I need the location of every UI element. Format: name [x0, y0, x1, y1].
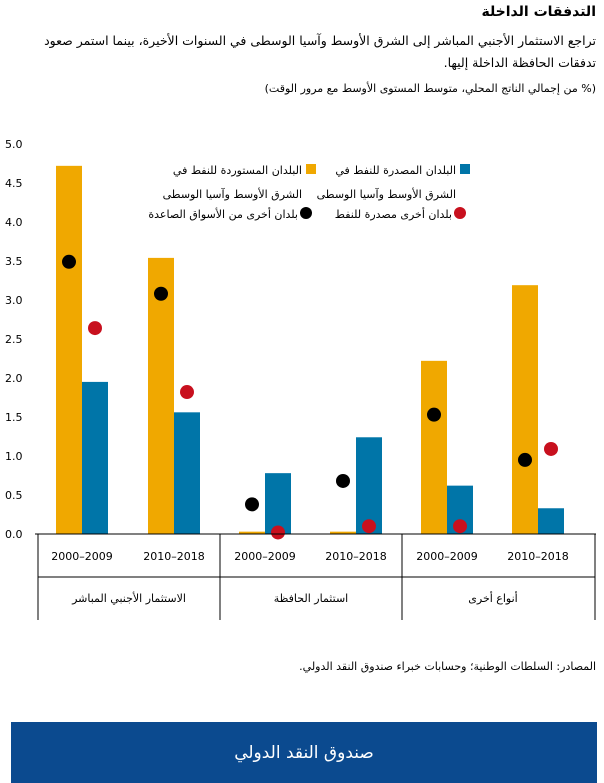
blue-bar — [538, 508, 564, 534]
orange-bar — [512, 285, 538, 534]
group-label: استثمار الحافظة — [274, 592, 348, 605]
x-tick-label: 2000–2009 — [51, 550, 113, 563]
red-dot — [362, 519, 376, 534]
legend-label: بلدان أخرى مصدرة للنفط — [335, 207, 452, 221]
legend-swatch — [460, 164, 470, 174]
black-dot — [62, 254, 76, 269]
x-tick-label: 2010–2018 — [507, 550, 569, 563]
chart-subtitle: تراجع الاستثمار الأجنبي المباشر إلى الشر… — [44, 33, 596, 70]
black-dot — [336, 473, 350, 488]
legend-label: البلدان المصدرة للنفط في — [335, 164, 456, 177]
black-dot — [154, 286, 168, 301]
y-tick-label: 3.0 — [5, 294, 23, 307]
red-dot — [271, 525, 285, 540]
y-tick-label: 1.0 — [5, 450, 23, 463]
y-tick-label: 3.5 — [5, 255, 23, 268]
blue-bar — [174, 412, 200, 534]
y-tick-label: 0.0 — [5, 528, 23, 541]
blue-bar — [356, 437, 382, 534]
orange-bar — [56, 165, 82, 534]
y-tick-label: 4.5 — [5, 177, 23, 190]
blue-bar — [82, 381, 108, 534]
legend-label: الشرق الأوسط وآسيا الوسطى — [317, 187, 456, 201]
x-tick-label: 2010–2018 — [143, 550, 205, 563]
black-dot — [245, 497, 259, 512]
legend-label: بلدان أخرى من الأسواق الصاعدة — [148, 207, 298, 221]
red-dot — [180, 385, 194, 400]
x-tick-label: 2000–2009 — [234, 550, 296, 563]
bar-chart: 0.0 0.5 1.0 1.5 2.0 2.5 3.0 3.5 4.0 4.5 5.0 2000–20… — [5, 138, 596, 620]
red-dot — [544, 441, 558, 456]
y-tick-label: 5.0 — [5, 138, 23, 151]
y-tick-label: 2.0 — [5, 372, 23, 385]
blue-bar — [265, 473, 291, 534]
group-label: الاستثمار الأجنبي المباشر — [71, 591, 186, 605]
imf-banner[interactable]: صندوق النقد الدولي — [11, 722, 597, 783]
legend-marker — [300, 207, 312, 219]
orange-bar — [330, 531, 356, 534]
y-tick-label: 2.5 — [5, 333, 23, 346]
legend-marker — [454, 207, 466, 219]
unit-label: (% من إجمالي الناتج المحلي، متوسط المستو… — [264, 82, 596, 95]
x-tick-label: 2010–2018 — [325, 550, 387, 563]
source-note: المصادر: السلطات الوطنية؛ وحسابات خبراء … — [299, 660, 596, 673]
y-tick-label: 4.0 — [5, 216, 23, 229]
orange-bar — [239, 531, 265, 534]
legend-label: البلدان المستوردة للنفط في — [173, 164, 302, 177]
y-tick-label: 0.5 — [5, 489, 23, 502]
legend-swatch — [306, 164, 316, 174]
legend-label: الشرق الأوسط وآسيا الوسطى — [163, 187, 302, 201]
red-dot — [453, 519, 467, 534]
x-tick-label: 2000–2009 — [416, 550, 478, 563]
black-dot — [427, 407, 441, 422]
group-label: أنواع أخرى — [468, 591, 517, 605]
red-dot — [88, 321, 102, 336]
black-dot — [518, 452, 532, 467]
chart-title: التدفقات الداخلة — [481, 4, 596, 20]
orange-bar — [148, 257, 174, 534]
orange-bar — [421, 360, 447, 534]
banner-label: صندوق النقد الدولي — [234, 742, 374, 763]
y-tick-label: 1.5 — [5, 411, 23, 424]
